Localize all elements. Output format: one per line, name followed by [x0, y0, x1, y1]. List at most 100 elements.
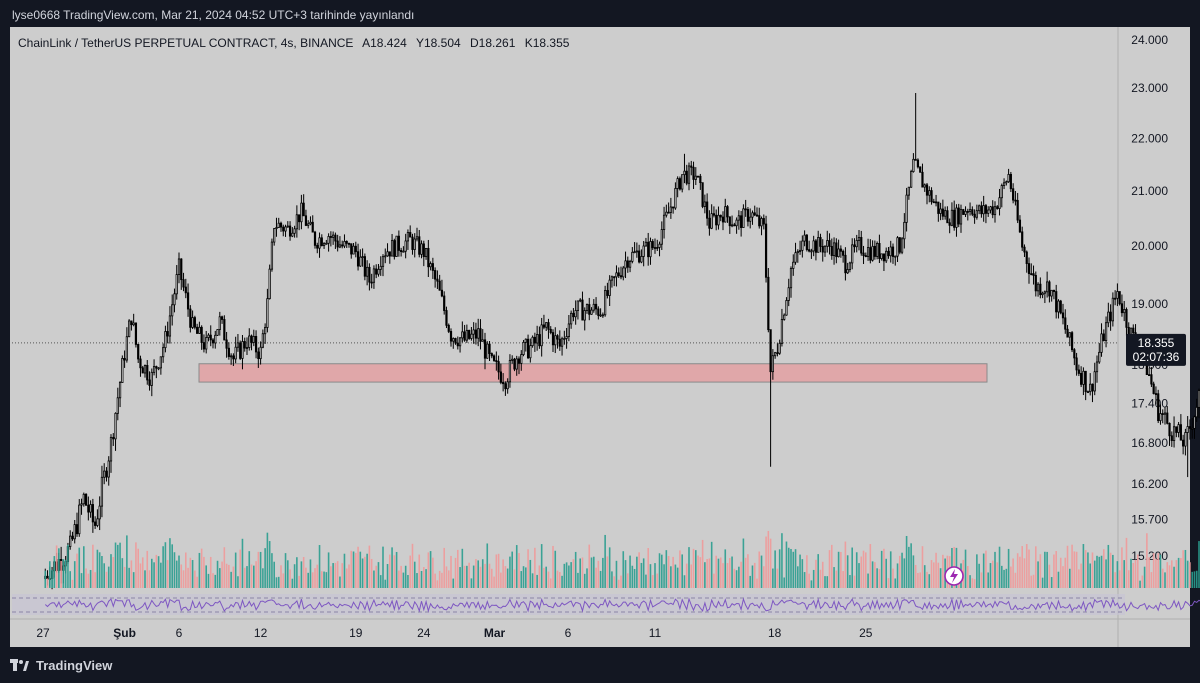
candle-body[interactable] — [307, 223, 310, 226]
candle-body[interactable] — [619, 275, 623, 278]
candle-body[interactable] — [1021, 231, 1024, 248]
candle-body[interactable] — [186, 292, 190, 310]
candle-body[interactable] — [495, 360, 498, 363]
candle-body[interactable] — [524, 338, 527, 343]
candle-body[interactable] — [1125, 309, 1128, 328]
candle-body[interactable] — [1166, 412, 1169, 424]
candle-body[interactable] — [431, 263, 434, 271]
candle-body[interactable] — [397, 235, 400, 251]
candle-body[interactable] — [676, 178, 679, 189]
candle-body[interactable] — [91, 504, 94, 523]
candle-body[interactable] — [846, 269, 849, 274]
candle-body[interactable] — [873, 245, 876, 257]
candle-body[interactable] — [257, 351, 260, 360]
candle-body[interactable] — [832, 242, 836, 256]
candle-body[interactable] — [1034, 275, 1037, 292]
candle-body[interactable] — [814, 240, 818, 253]
candle-body[interactable] — [615, 272, 618, 278]
candle-body[interactable] — [560, 338, 564, 347]
candle-body[interactable] — [839, 248, 842, 252]
candle-body[interactable] — [298, 214, 301, 223]
candle-body[interactable] — [388, 251, 391, 257]
candle-body[interactable] — [359, 256, 362, 267]
candle-body[interactable] — [649, 241, 652, 258]
candle-body[interactable] — [100, 476, 104, 507]
candle-body[interactable] — [1050, 289, 1053, 297]
candle-body[interactable] — [1009, 174, 1012, 190]
support-zone[interactable] — [198, 363, 988, 383]
candle-body[interactable] — [225, 339, 228, 349]
candle-body[interactable] — [146, 365, 149, 381]
candle-body[interactable] — [585, 304, 589, 311]
candle-body[interactable] — [626, 260, 629, 268]
candle-body[interactable] — [361, 256, 364, 258]
candle-body[interactable] — [216, 329, 219, 336]
candle-body[interactable] — [617, 272, 620, 277]
candle-body[interactable] — [604, 290, 607, 316]
candle-body[interactable] — [1066, 328, 1069, 338]
candle-body[interactable] — [631, 251, 634, 262]
candle-body[interactable] — [572, 312, 575, 318]
candle-body[interactable] — [687, 165, 691, 184]
candle-body[interactable] — [386, 251, 389, 257]
candle-body[interactable] — [794, 252, 797, 263]
candle-body[interactable] — [1114, 297, 1117, 300]
candle-body[interactable] — [123, 358, 126, 361]
candle-body[interactable] — [236, 342, 240, 348]
candle-body[interactable] — [540, 324, 543, 347]
candle-body[interactable] — [808, 249, 811, 252]
candle-body[interactable] — [94, 521, 97, 526]
candle-body[interactable] — [1039, 283, 1042, 296]
candle-body[interactable] — [855, 239, 858, 248]
candle-body[interactable] — [463, 331, 466, 341]
candle-body[interactable] — [780, 318, 784, 344]
candle-body[interactable] — [894, 255, 897, 258]
candle-body[interactable] — [601, 314, 604, 317]
candle-body[interactable] — [556, 335, 559, 340]
candle-body[interactable] — [998, 197, 1001, 209]
candle-body[interactable] — [681, 174, 684, 190]
candle-body[interactable] — [728, 216, 731, 227]
candle-body[interactable] — [810, 250, 813, 253]
candle-body[interactable] — [243, 341, 246, 349]
candle-body[interactable] — [531, 336, 534, 347]
candle-body[interactable] — [823, 245, 827, 253]
candle-body[interactable] — [696, 175, 700, 178]
candle-body[interactable] — [465, 329, 468, 341]
candle-body[interactable] — [1059, 300, 1062, 314]
candle-body[interactable] — [259, 346, 262, 360]
candle-body[interactable] — [542, 324, 546, 328]
candle-body[interactable] — [223, 319, 226, 341]
candle-body[interactable] — [880, 253, 883, 259]
candle-body[interactable] — [787, 287, 790, 301]
candle-body[interactable] — [622, 267, 625, 278]
candle-body[interactable] — [479, 328, 482, 342]
candle-body[interactable] — [533, 336, 536, 344]
candle-body[interactable] — [987, 209, 990, 214]
candle-body[interactable] — [1148, 374, 1151, 377]
candle-body[interactable] — [492, 355, 496, 361]
candle-body[interactable] — [812, 240, 815, 252]
candle-body[interactable] — [411, 236, 414, 250]
candle-body[interactable] — [860, 237, 863, 254]
candle-body[interactable] — [805, 234, 808, 251]
candle-body[interactable] — [1048, 281, 1051, 297]
candle-body[interactable] — [837, 248, 840, 258]
candle-body[interactable] — [250, 335, 253, 343]
candle-body[interactable] — [162, 347, 165, 358]
candle-body[interactable] — [279, 222, 283, 228]
candle-body[interactable] — [513, 358, 516, 370]
candle-body[interactable] — [302, 202, 305, 217]
candle-body[interactable] — [758, 215, 761, 227]
candle-body[interactable] — [313, 231, 317, 246]
candle-body[interactable] — [567, 323, 570, 337]
candle-body[interactable] — [658, 243, 661, 248]
candle-body[interactable] — [1068, 332, 1071, 338]
candle-body[interactable] — [1168, 422, 1171, 437]
candle-body[interactable] — [914, 158, 917, 161]
candle-body[interactable] — [327, 236, 330, 244]
candle-body[interactable] — [1077, 369, 1080, 374]
candle-body[interactable] — [220, 316, 224, 320]
candle-body[interactable] — [853, 244, 856, 248]
